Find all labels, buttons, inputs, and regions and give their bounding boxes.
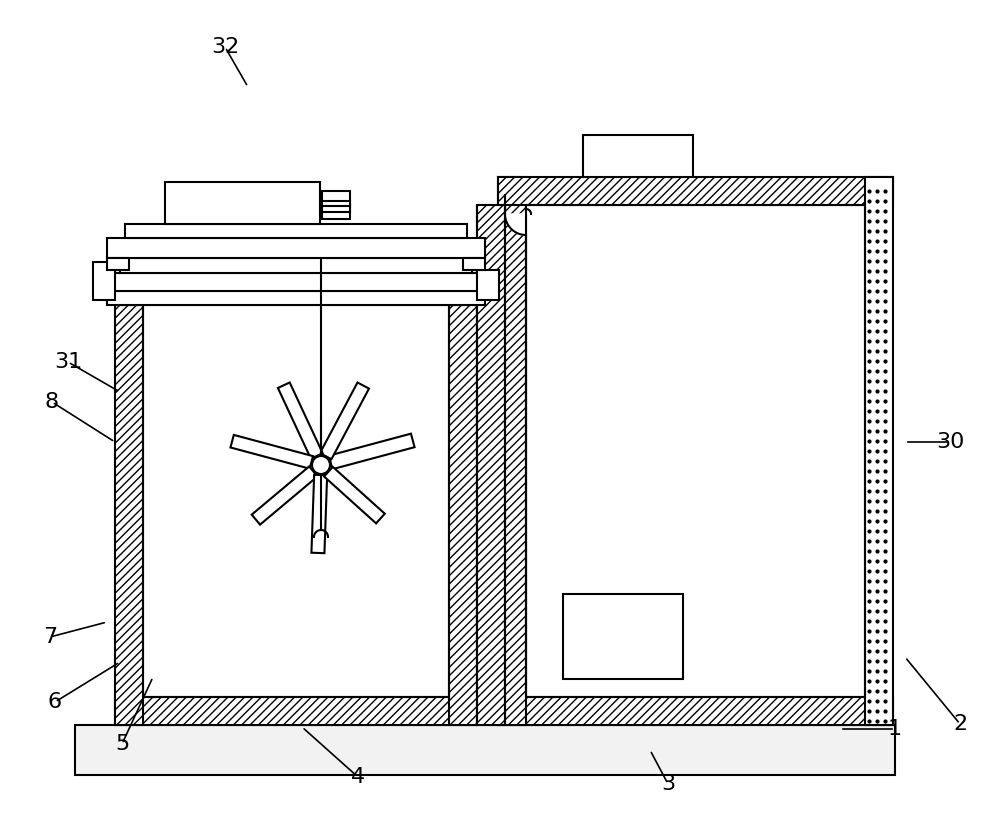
Bar <box>125 224 467 238</box>
Bar <box>93 262 115 300</box>
Bar <box>120 258 472 273</box>
Polygon shape <box>278 383 323 458</box>
Text: 30: 30 <box>936 432 964 452</box>
Bar <box>107 258 129 270</box>
Bar <box>115 305 143 725</box>
Bar <box>463 258 485 270</box>
Text: 4: 4 <box>351 767 365 787</box>
Bar <box>498 177 526 725</box>
Text: 3: 3 <box>661 774 675 794</box>
Bar <box>583 135 693 177</box>
Bar <box>75 725 895 775</box>
Polygon shape <box>230 435 313 468</box>
Bar <box>322 191 350 219</box>
Bar <box>498 697 893 725</box>
Circle shape <box>312 456 330 474</box>
Text: 6: 6 <box>48 692 62 712</box>
Bar <box>449 305 477 725</box>
Bar <box>115 697 477 725</box>
Text: 1: 1 <box>888 719 902 739</box>
Bar <box>526 205 865 697</box>
Bar <box>563 594 683 679</box>
Bar <box>107 238 485 258</box>
Bar <box>107 273 485 291</box>
Text: 5: 5 <box>115 734 129 754</box>
Polygon shape <box>311 475 327 553</box>
Polygon shape <box>324 467 385 523</box>
Text: 32: 32 <box>211 37 239 57</box>
Bar <box>865 177 893 725</box>
Polygon shape <box>505 209 531 235</box>
Text: 7: 7 <box>43 627 57 647</box>
Bar <box>165 182 320 224</box>
Bar <box>477 270 499 300</box>
Text: 2: 2 <box>953 714 967 734</box>
Bar <box>322 201 350 206</box>
Bar <box>477 205 505 725</box>
Text: 31: 31 <box>54 352 82 372</box>
Bar <box>107 291 485 305</box>
Polygon shape <box>329 433 415 469</box>
Bar <box>498 177 893 205</box>
Polygon shape <box>252 467 318 525</box>
Bar <box>322 204 350 212</box>
Bar <box>143 305 449 697</box>
Text: 8: 8 <box>45 392 59 412</box>
Polygon shape <box>320 383 369 459</box>
